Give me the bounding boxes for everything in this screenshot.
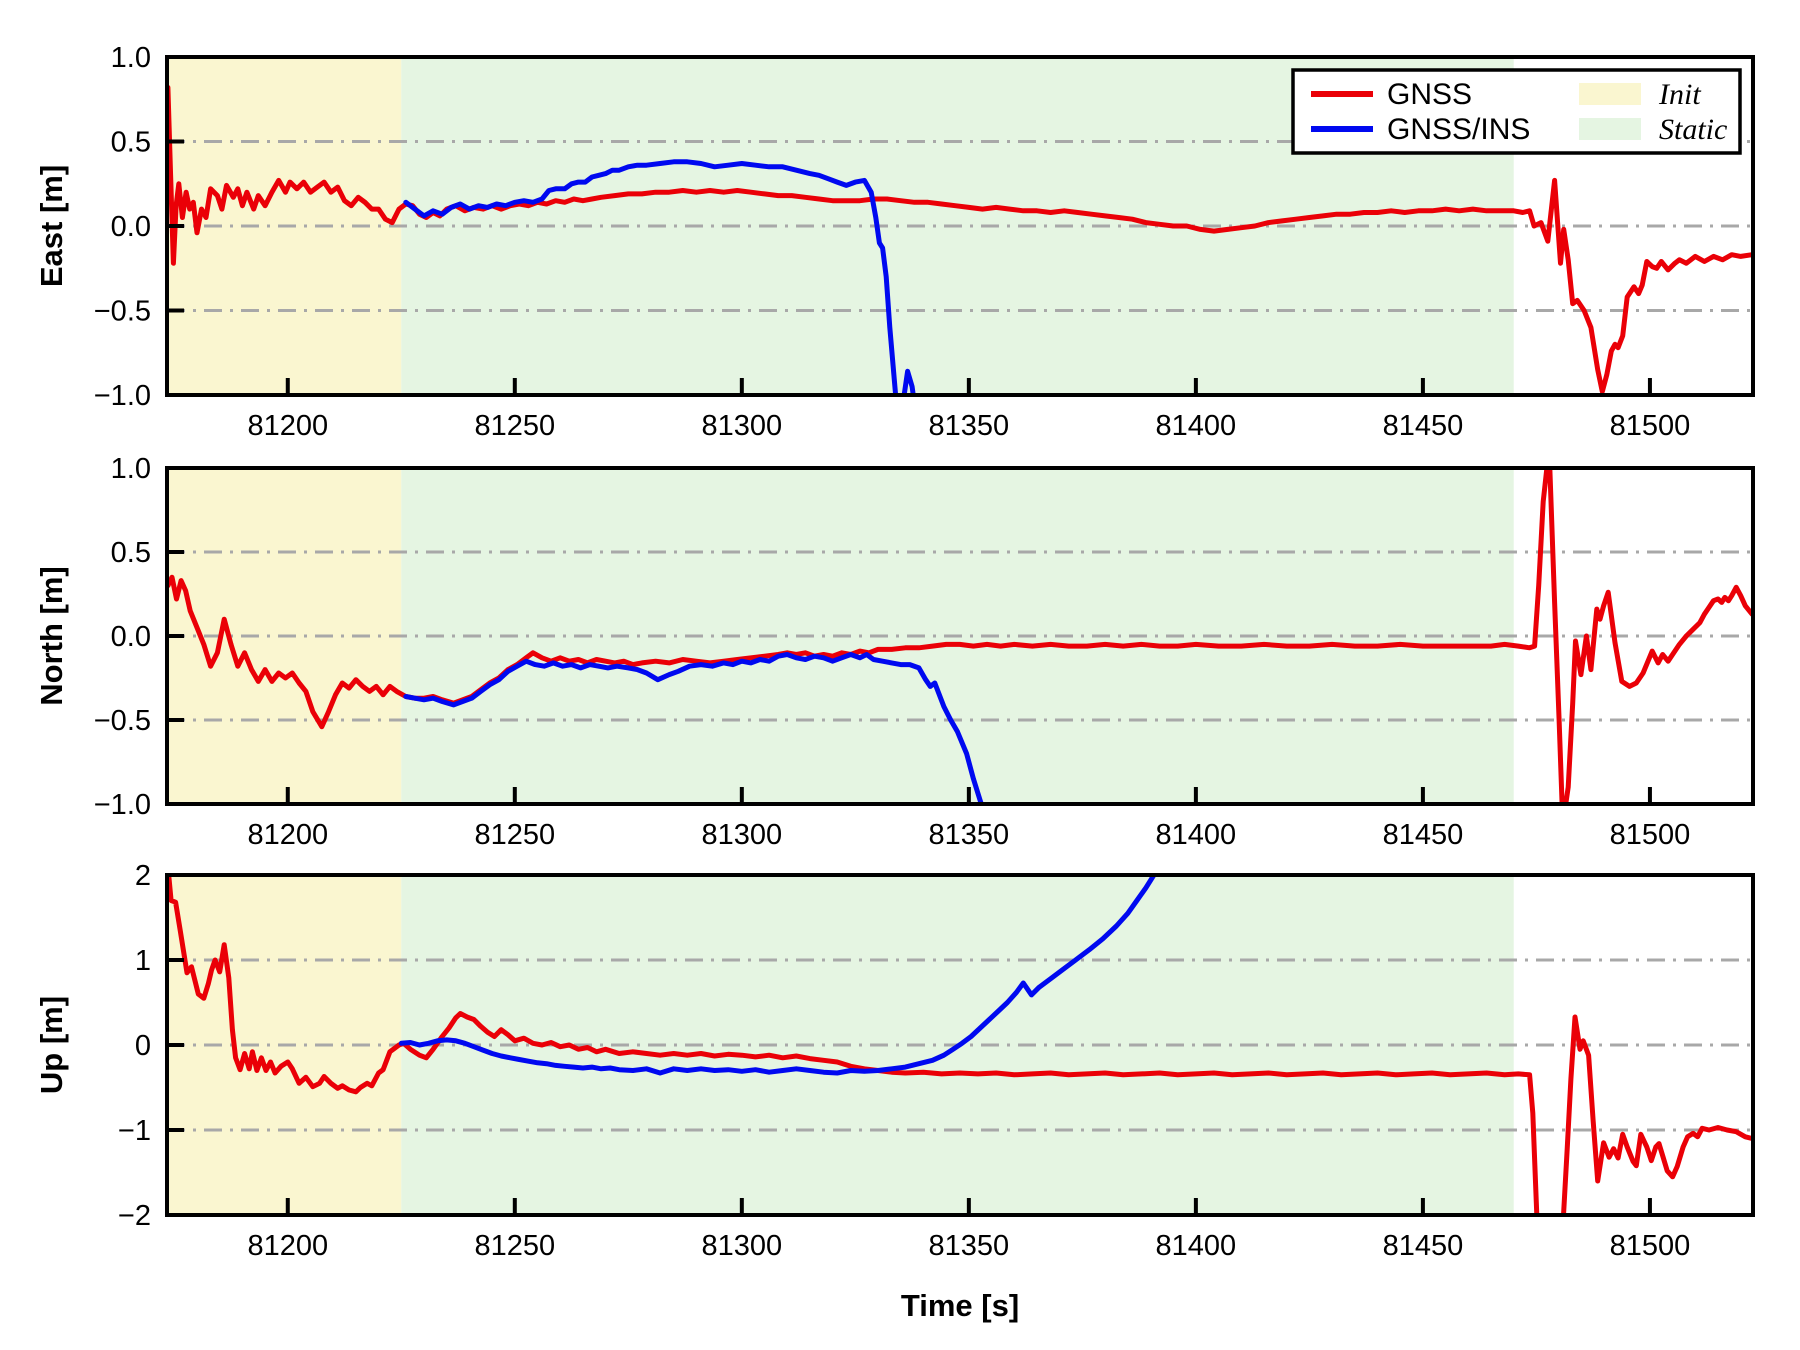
- x-tick-label: 81350: [929, 410, 1010, 442]
- legend-patch-static: [1579, 118, 1641, 140]
- x-tick-label: 81300: [702, 819, 783, 851]
- legend-label: Static: [1659, 113, 1727, 146]
- x-tick-label: 81200: [247, 819, 328, 851]
- y-tick-label: 2: [135, 860, 151, 892]
- x-tick-label: 81450: [1383, 819, 1464, 851]
- x-tick-label: 81300: [702, 1230, 783, 1262]
- y-tick-label: 0: [135, 1030, 151, 1062]
- x-tick-label: 81250: [474, 1230, 555, 1262]
- axes-frame: [165, 466, 1755, 806]
- x-tick-label: 81350: [929, 1230, 1010, 1262]
- x-tick-label: 81350: [929, 819, 1010, 851]
- east-axis-label: East [m]: [34, 165, 69, 287]
- y-tick-label: −1.0: [94, 789, 151, 821]
- x-tick-label: 81450: [1383, 1230, 1464, 1262]
- x-tick-label: 81450: [1383, 410, 1464, 442]
- y-tick-label: 1: [135, 945, 151, 977]
- x-tick-label: 81200: [247, 1230, 328, 1262]
- legend-label: GNSS/INS: [1387, 113, 1530, 146]
- gnss-line: [167, 875, 1753, 1215]
- x-tick-label: 81400: [1156, 410, 1237, 442]
- y-tick-label: 0.5: [111, 127, 151, 159]
- y-tick-label: −1: [118, 1115, 151, 1147]
- x-tick-label: 81200: [247, 410, 328, 442]
- y-tick-label: −1.0: [94, 380, 151, 412]
- gnss-ins-line: [403, 159, 916, 395]
- x-tick-label: 81500: [1610, 1230, 1691, 1262]
- y-tick-label: 1.0: [111, 42, 151, 74]
- subplot-north: 81200 81250 81300 81350 81400 81450 81500 1.0 0.…: [94, 453, 1755, 851]
- gnss-ins-line: [403, 652, 984, 804]
- y-tick-label: −0.5: [94, 705, 151, 737]
- y-tick-label: 1.0: [111, 453, 151, 485]
- y-tick-label: 0.0: [111, 211, 151, 243]
- legend-box: [1291, 68, 1742, 155]
- x-tick-label: 81250: [474, 819, 555, 851]
- y-tick-label: −2: [118, 1200, 151, 1232]
- x-tick-label: 81500: [1610, 410, 1691, 442]
- y-tick-label: −0.5: [94, 296, 151, 328]
- legend-label: GNSS: [1387, 78, 1472, 111]
- y-tick-label: 0.5: [111, 537, 151, 569]
- x-tick-label: 81300: [702, 410, 783, 442]
- gnss-line: [167, 468, 1753, 804]
- legend-label: Init: [1658, 78, 1701, 111]
- axes-frame: [165, 55, 1755, 397]
- x-tick-label: 81500: [1610, 819, 1691, 851]
- axes-frame: [165, 873, 1755, 1217]
- north-axis-label: North [m]: [34, 566, 69, 705]
- x-tick-label: 81250: [474, 410, 555, 442]
- y-tick-label: 0.0: [111, 621, 151, 653]
- subplot-up: 81200 81250 81300 81350 81400 81450 81500 2 1 0 −1…: [118, 860, 1755, 1262]
- gnss-ins-line: [398, 875, 1157, 1076]
- time-axis-label: Time [s]: [901, 1288, 1019, 1323]
- x-tick-label: 81400: [1156, 819, 1237, 851]
- up-axis-label: Up [m]: [34, 996, 69, 1094]
- x-tick-label: 81400: [1156, 1230, 1237, 1262]
- legend-patch-init: [1579, 83, 1641, 105]
